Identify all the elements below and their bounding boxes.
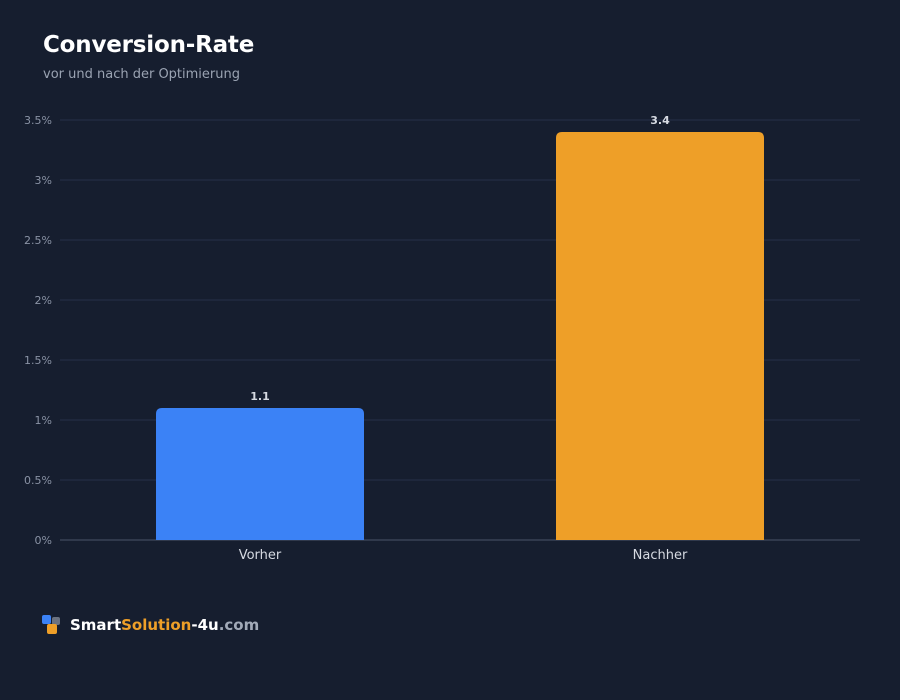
- y-tick-label: 0.5%: [24, 474, 52, 487]
- brand-footer[interactable]: SmartSolution-4u.com: [42, 615, 259, 635]
- x-category-label: Nachher: [633, 548, 688, 563]
- chart-title: Conversion-Rate: [43, 32, 255, 58]
- logo-squares-icon: [42, 615, 61, 635]
- y-tick-label: 2.5%: [24, 234, 52, 247]
- brand-part-smart: Smart: [70, 616, 122, 634]
- chart-subtitle: vor und nach der Optimierung: [43, 67, 240, 82]
- bar-value-label: 3.4: [650, 114, 670, 127]
- y-tick-label: 3%: [35, 174, 52, 187]
- y-tick-label: 0%: [35, 534, 52, 547]
- logo-square-gray: [52, 617, 60, 625]
- logo-square-orange: [47, 624, 57, 634]
- brand-part-com: .com: [218, 616, 260, 634]
- brand-name: SmartSolution-4u.com: [70, 616, 259, 634]
- brand-part-4u: -4u: [191, 616, 219, 634]
- y-tick-label: 2%: [35, 294, 52, 307]
- bar-nachher: [556, 132, 764, 540]
- logo-square-blue: [42, 615, 51, 624]
- bar-chart: 0% 0.5% 1% 1.5% 2% 2.5% 3% 3.5% 1.1 Vorher 3.4 Nach…: [24, 114, 860, 563]
- bar-vorher: [156, 408, 364, 540]
- brand-part-solution: Solution: [121, 616, 192, 634]
- y-tick-label: 3.5%: [24, 114, 52, 127]
- x-category-label: Vorher: [239, 548, 282, 563]
- y-tick-label: 1.5%: [24, 354, 52, 367]
- bar-value-label: 1.1: [250, 390, 270, 403]
- y-tick-label: 1%: [35, 414, 52, 427]
